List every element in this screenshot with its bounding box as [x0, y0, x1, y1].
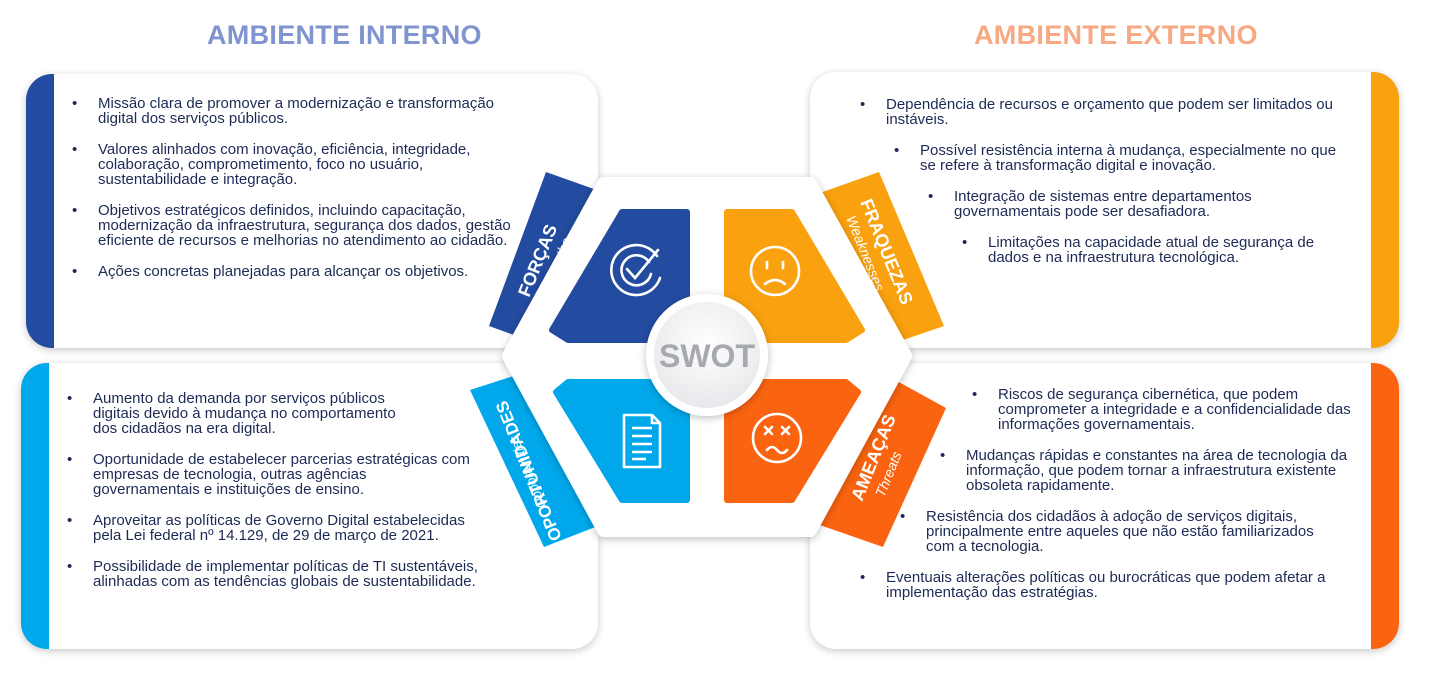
strengths-color-bar	[26, 74, 54, 348]
weaknesses-item: Possível resistência interna à mudança, …	[894, 143, 1350, 173]
forcas-quadrant	[549, 209, 690, 343]
strengths-item: Missão clara de promover a modernização …	[72, 96, 527, 126]
document-icon	[622, 413, 662, 469]
opportunities-color-bar	[21, 363, 49, 649]
sad-face-icon	[749, 245, 801, 297]
strengths-item: Ações concretas planejadas para alcançar…	[72, 264, 527, 279]
weaknesses-item: Dependência de recursos e orçamento que …	[860, 97, 1350, 127]
ameacas-quadrant	[724, 379, 861, 503]
forcas-tab-shape	[489, 172, 608, 348]
strengths-item: Valores alinhados com inovação, eficiênc…	[72, 142, 527, 187]
swot-center-label: SWOT	[659, 338, 755, 374]
threats-list: Riscos de segurança cibernética, que pod…	[860, 387, 1351, 616]
oportunidades-tab-shape	[470, 370, 603, 547]
strengths-list: Missão clara de promover a modernização …	[72, 96, 527, 295]
weaknesses-color-bar	[1371, 72, 1399, 348]
internal-environment-header: AMBIENTE INTERNO	[207, 20, 482, 50]
opportunities-item: Oportunidade de estabelecer parcerias es…	[67, 452, 473, 497]
weaknesses-card: Dependência de recursos e orçamento que …	[810, 72, 1399, 348]
threats-item: Eventuais alterações políticas ou burocr…	[860, 570, 1356, 600]
weaknesses-item: Integração de sistemas entre departament…	[928, 189, 1284, 219]
threats-item: Resistência dos cidadãos à adoção de ser…	[900, 509, 1336, 554]
opportunities-item: Possibilidade de implementar políticas d…	[67, 559, 508, 589]
swot-center-circle	[646, 294, 768, 416]
opportunities-item: Aumento da demanda por serviços públicos…	[67, 391, 423, 436]
target-check-icon	[610, 243, 662, 297]
dizzy-face-icon	[751, 412, 803, 464]
threats-item: Mudanças rápidas e constantes na área de…	[940, 448, 1376, 493]
opportunities-item: Aproveitar as políticas de Governo Digit…	[67, 513, 493, 543]
strengths-item: Objetivos estratégicos definidos, inclui…	[72, 203, 527, 248]
threats-item: Riscos de segurança cibernética, que pod…	[972, 387, 1358, 432]
opportunities-list: Aumento da demanda por serviços públicos…	[67, 391, 507, 605]
threats-color-bar	[1371, 363, 1399, 649]
ameacas-tab-shape	[817, 370, 946, 547]
weaknesses-item: Limitações na capacidade atual de segura…	[962, 235, 1348, 265]
weaknesses-list: Dependência de recursos e orçamento que …	[860, 97, 1350, 281]
external-environment-header: AMBIENTE EXTERNO	[974, 20, 1258, 50]
fraquezas-tab-shape	[817, 172, 944, 348]
